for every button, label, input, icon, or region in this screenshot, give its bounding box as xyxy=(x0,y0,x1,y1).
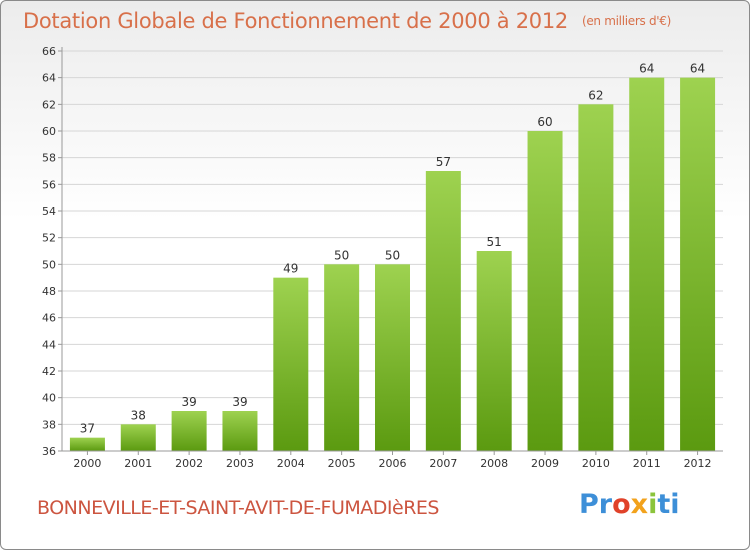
bar xyxy=(476,251,512,451)
bar xyxy=(273,277,309,451)
data-label: 60 xyxy=(537,115,552,129)
bar xyxy=(69,437,105,451)
x-tick-label: 2002 xyxy=(175,457,203,470)
x-tick-label: 2012 xyxy=(684,457,712,470)
y-tick-label: 36 xyxy=(42,445,56,458)
y-tick-label: 62 xyxy=(42,98,56,111)
data-label: 49 xyxy=(283,262,298,276)
x-tick-label: 2000 xyxy=(73,457,101,470)
data-label: 64 xyxy=(639,62,654,76)
bar xyxy=(324,264,360,451)
data-label: 39 xyxy=(232,395,247,409)
y-tick-label: 64 xyxy=(42,72,56,85)
x-tick-label: 2005 xyxy=(328,457,356,470)
data-label: 51 xyxy=(487,235,502,249)
bar xyxy=(680,77,716,452)
data-label: 38 xyxy=(131,408,146,422)
proxiti-logo: Proxiti xyxy=(579,489,680,520)
y-tick-label: 56 xyxy=(42,178,56,191)
logo-part: ti xyxy=(657,489,680,520)
y-tick-label: 44 xyxy=(42,338,56,351)
commune-name: BONNEVILLE-ET-SAINT-AVIT-DE-FUMADIèRES xyxy=(37,497,439,519)
y-tick-label: 48 xyxy=(42,285,56,298)
x-tick-label: 2010 xyxy=(582,457,610,470)
y-tick-label: 50 xyxy=(42,258,56,271)
y-tick-label: 46 xyxy=(42,312,56,325)
logo-part: Pr xyxy=(579,489,613,520)
x-tick-label: 2006 xyxy=(379,457,407,470)
y-tick-label: 38 xyxy=(42,418,56,431)
y-tick-label: 42 xyxy=(42,365,56,378)
logo-part: x xyxy=(630,489,649,520)
x-tick-label: 2007 xyxy=(429,457,457,470)
bar xyxy=(578,104,614,451)
logo-part: i xyxy=(648,489,658,520)
data-label: 57 xyxy=(436,155,451,169)
logo-part: o xyxy=(612,489,631,520)
y-tick-label: 60 xyxy=(42,125,56,138)
x-tick-label: 2008 xyxy=(480,457,508,470)
y-tick-label: 40 xyxy=(42,392,56,405)
x-tick-label: 2009 xyxy=(531,457,559,470)
x-tick-label: 2001 xyxy=(124,457,152,470)
data-label: 50 xyxy=(385,248,400,262)
data-label: 39 xyxy=(181,395,196,409)
y-tick-label: 54 xyxy=(42,205,56,218)
data-label: 37 xyxy=(80,422,95,436)
bar xyxy=(222,411,258,451)
bar xyxy=(527,131,563,451)
x-tick-label: 2004 xyxy=(277,457,305,470)
x-tick-label: 2011 xyxy=(633,457,661,470)
y-tick-label: 66 xyxy=(42,45,56,58)
bar xyxy=(120,424,156,451)
data-label: 64 xyxy=(690,62,705,76)
bar xyxy=(425,171,461,451)
data-label: 62 xyxy=(588,88,603,102)
y-tick-label: 52 xyxy=(42,232,56,245)
bar xyxy=(629,77,665,452)
chart-title: Dotation Globale de Fonctionnement de 20… xyxy=(23,9,671,33)
y-tick-label: 58 xyxy=(42,152,56,165)
data-label: 50 xyxy=(334,248,349,262)
x-tick-label: 2003 xyxy=(226,457,254,470)
chart-unit: (en milliers d'€) xyxy=(581,14,671,28)
chart-title-text: Dotation Globale de Fonctionnement de 20… xyxy=(23,9,568,33)
bars: 37 38 39 39 49 50 50 57 51 60 62 64 64 xyxy=(69,62,716,452)
bar xyxy=(375,264,410,451)
bar xyxy=(171,411,207,451)
axes: 36 38 40 42 44 46 48 50 52 54 56 58 60 62 64 66 2000 2001… xyxy=(42,45,723,470)
